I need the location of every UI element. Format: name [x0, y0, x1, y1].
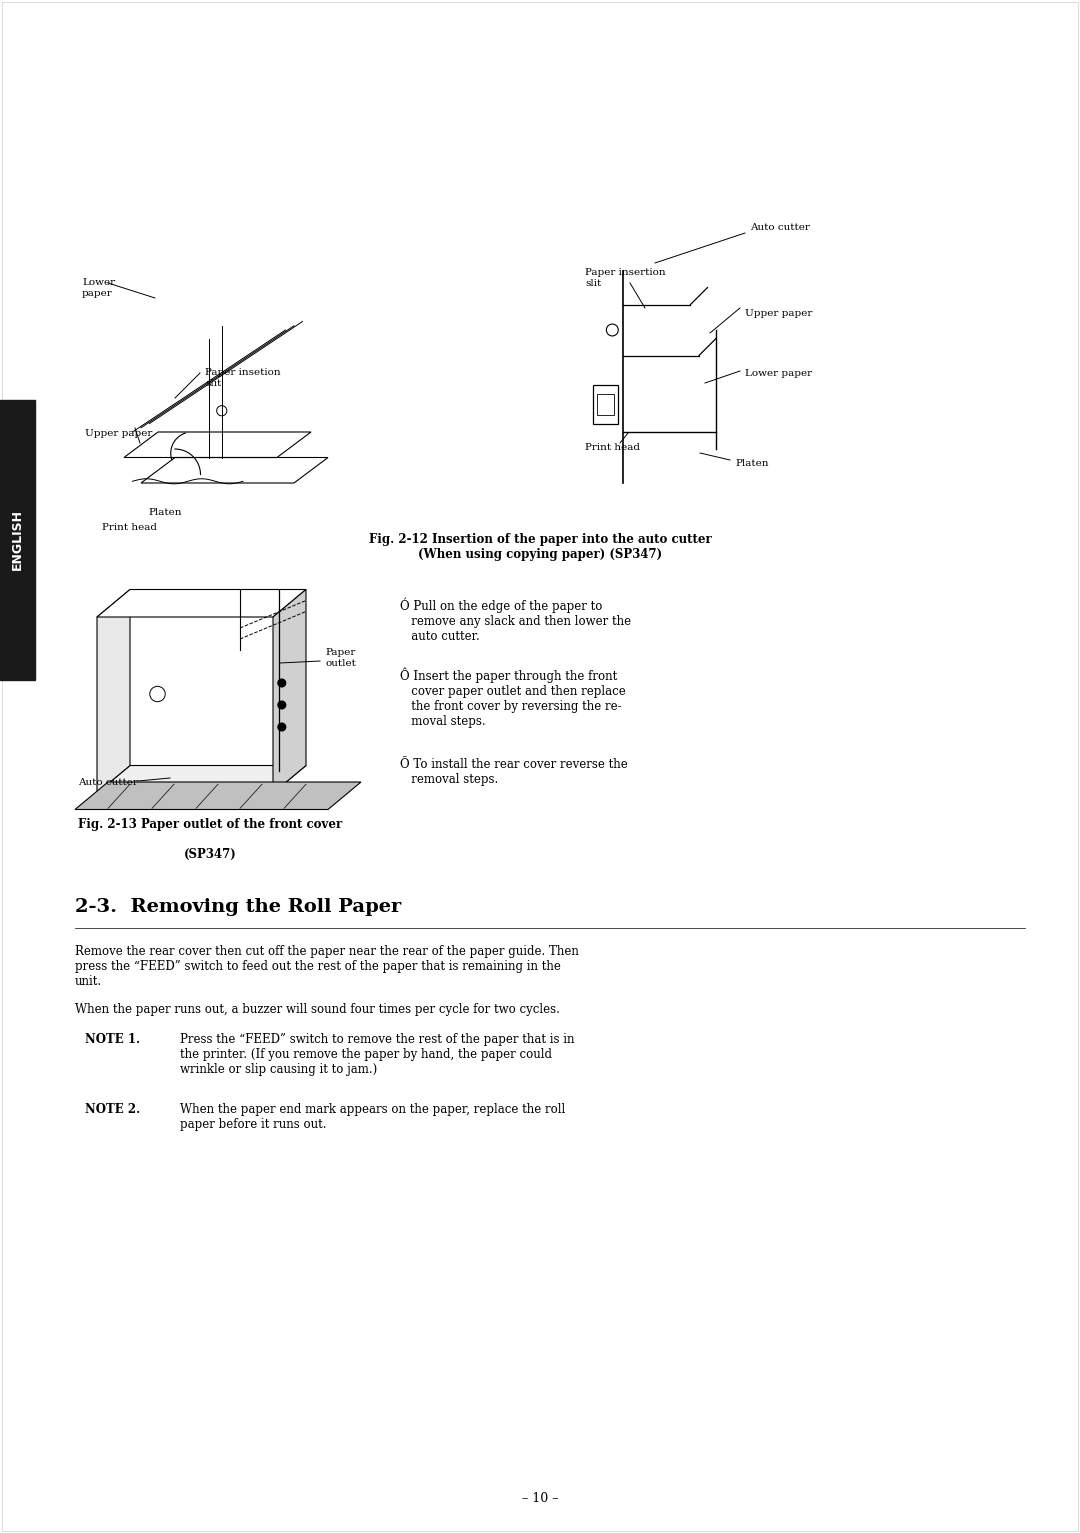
- Text: Auto cutter: Auto cutter: [750, 224, 810, 233]
- Text: – 10 –: – 10 –: [522, 1492, 558, 1504]
- Text: Paper insetion
slit: Paper insetion slit: [205, 368, 281, 388]
- Text: Lower
paper: Lower paper: [82, 279, 116, 297]
- Text: Remove the rear cover then cut off the paper near the rear of the paper guide. T: Remove the rear cover then cut off the p…: [75, 944, 579, 987]
- Text: 2-3.  Removing the Roll Paper: 2-3. Removing the Roll Paper: [75, 898, 402, 917]
- Text: Print head: Print head: [103, 523, 158, 532]
- Text: Fig. 2-13 Paper outlet of the front cover: Fig. 2-13 Paper outlet of the front cove…: [78, 819, 342, 831]
- Text: Upper paper: Upper paper: [745, 308, 812, 317]
- Text: Ó Pull on the edge of the paper to
   remove any slack and then lower the
   aut: Ó Pull on the edge of the paper to remov…: [400, 598, 631, 644]
- Text: ENGLISH: ENGLISH: [11, 509, 24, 570]
- Polygon shape: [75, 782, 361, 809]
- Polygon shape: [273, 590, 306, 793]
- Text: When the paper end mark appears on the paper, replace the roll
paper before it r: When the paper end mark appears on the p…: [180, 1104, 565, 1131]
- Polygon shape: [593, 385, 618, 423]
- Polygon shape: [97, 765, 306, 793]
- Text: NOTE 2.: NOTE 2.: [85, 1104, 140, 1116]
- Text: Ô Insert the paper through the front
   cover paper outlet and then replace
   t: Ô Insert the paper through the front cov…: [400, 668, 625, 728]
- Text: When the paper runs out, a buzzer will sound four times per cycle for two cycles: When the paper runs out, a buzzer will s…: [75, 1003, 559, 1016]
- Circle shape: [278, 724, 285, 731]
- Text: (SP347): (SP347): [184, 848, 237, 862]
- Text: Platen: Platen: [148, 507, 181, 517]
- Text: Paper insertion
slit: Paper insertion slit: [585, 268, 665, 288]
- Circle shape: [278, 679, 285, 687]
- Text: Upper paper: Upper paper: [85, 429, 152, 437]
- Text: Print head: Print head: [585, 443, 640, 452]
- Text: Õ To install the rear cover reverse the
   removal steps.: Õ To install the rear cover reverse the …: [400, 757, 627, 786]
- Text: Lower paper: Lower paper: [745, 368, 812, 377]
- Polygon shape: [97, 590, 306, 616]
- Text: Auto cutter: Auto cutter: [78, 779, 138, 788]
- Polygon shape: [97, 590, 130, 793]
- Text: Platen: Platen: [735, 458, 769, 468]
- Circle shape: [278, 701, 285, 708]
- Text: Paper
outlet: Paper outlet: [325, 648, 356, 668]
- Text: Fig. 2-12 Insertion of the paper into the auto cutter
(When using copying paper): Fig. 2-12 Insertion of the paper into th…: [368, 533, 712, 561]
- Bar: [0, 400, 35, 681]
- Text: Press the “FEED” switch to remove the rest of the paper that is in
the printer. : Press the “FEED” switch to remove the re…: [180, 1033, 575, 1076]
- Text: NOTE 1.: NOTE 1.: [85, 1033, 140, 1046]
